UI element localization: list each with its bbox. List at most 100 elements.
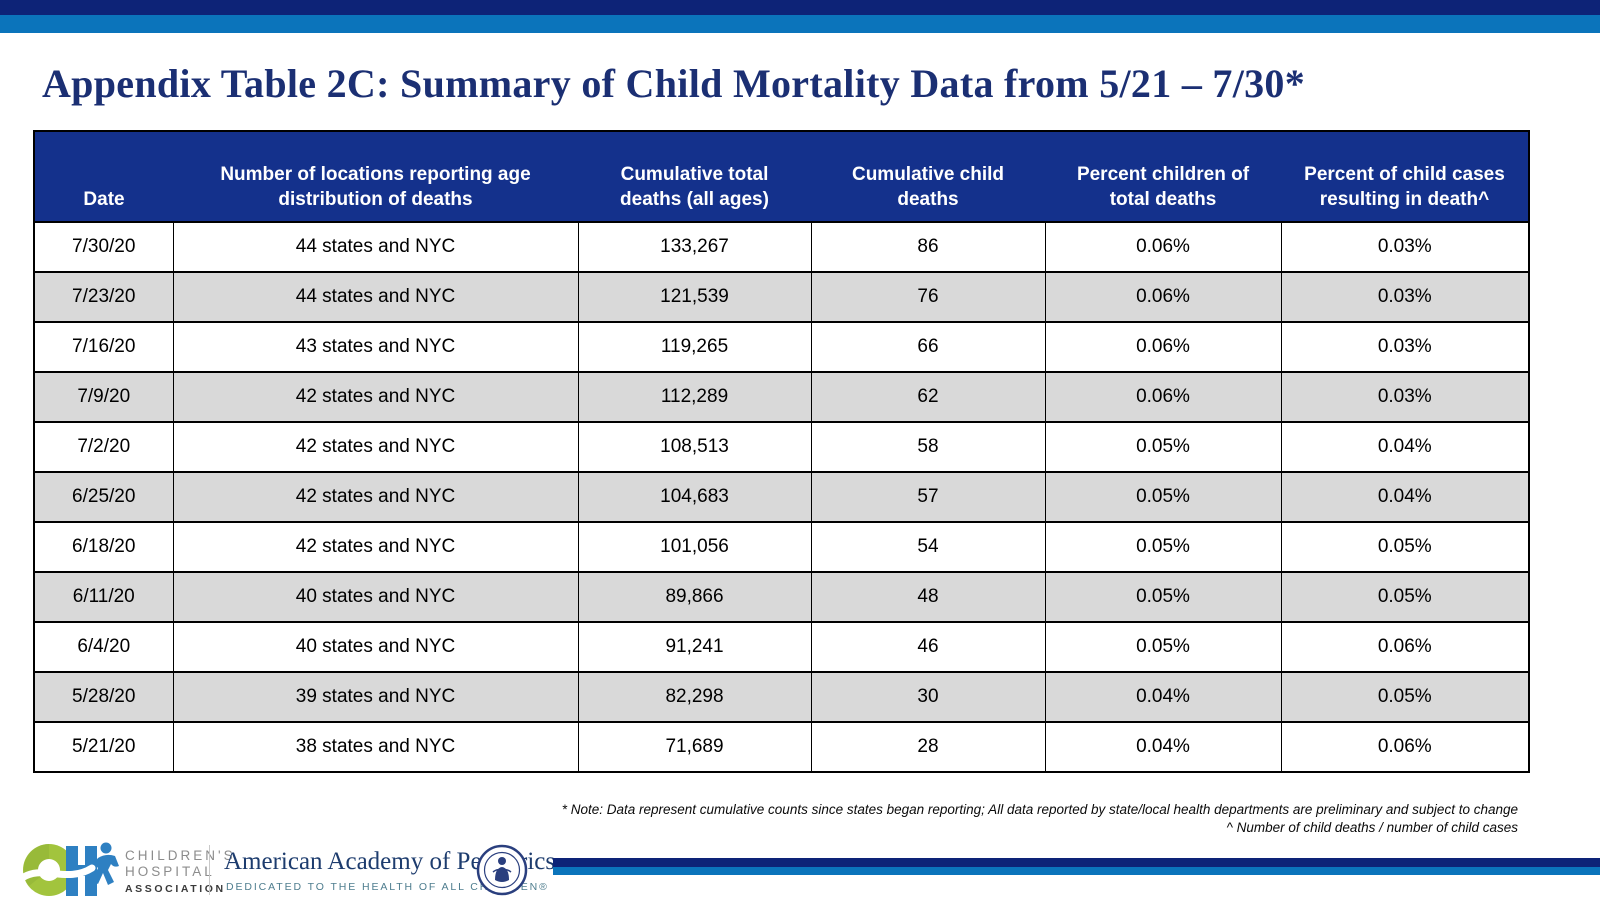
table-cell: 0.03% — [1280, 321, 1530, 373]
column-header-percent-cases: Percent of child cases resulting in deat… — [1281, 131, 1529, 222]
table-cell: 57 — [810, 471, 1046, 523]
table-row: 7/16/20 43 states and NYC 119,265 66 0.06% 0.… — [33, 321, 1530, 373]
table-cell: 46 — [810, 621, 1046, 673]
table-cell: 0.04% — [1280, 421, 1530, 473]
childrens-hospital-association-logo — [22, 842, 119, 896]
table-cell: 6/11/20 — [33, 571, 174, 623]
table-cell: 0.06% — [1044, 371, 1282, 423]
top-banner-blue-bar — [0, 15, 1600, 33]
table-cell: 0.06% — [1044, 221, 1282, 273]
table-row: 7/23/20 44 states and NYC 121,539 76 0.06% 0.… — [33, 271, 1530, 323]
table-cell: 0.06% — [1280, 621, 1530, 673]
table-cell: 62 — [810, 371, 1046, 423]
table-cell: 0.05% — [1044, 471, 1282, 523]
table-row: 5/21/20 38 states and NYC 71,689 28 0.04% 0.0… — [33, 721, 1530, 773]
table-cell: 0.05% — [1044, 521, 1282, 573]
table-cell: 0.03% — [1280, 371, 1530, 423]
table-cell: 0.03% — [1280, 221, 1530, 273]
footnote-cumulative-counts: * Note: Data represent cumulative counts… — [561, 802, 1518, 817]
table-cell: 28 — [810, 721, 1046, 773]
table-cell: 71,689 — [577, 721, 812, 773]
child-mortality-table: Date Number of locations reporting age d… — [33, 130, 1530, 773]
table-cell: 40 states and NYC — [172, 571, 579, 623]
table-cell: 39 states and NYC — [172, 671, 579, 723]
table-cell: 0.05% — [1044, 571, 1282, 623]
table-cell: 30 — [810, 671, 1046, 723]
table-cell: 112,289 — [577, 371, 812, 423]
page-title: Appendix Table 2C: Summary of Child Mort… — [42, 61, 1306, 106]
cha-wordmark: CHILDREN'S HOSPITAL ASSOCIATION — [125, 848, 236, 897]
table-cell: 42 states and NYC — [172, 471, 579, 523]
footnotes: * Note: Data represent cumulative counts… — [418, 801, 1518, 837]
cha-line-childrens: CHILDREN'S — [125, 848, 236, 863]
table-cell: 0.04% — [1044, 721, 1282, 773]
table-cell: 6/4/20 — [33, 621, 174, 673]
table-cell: 76 — [810, 271, 1046, 323]
table-cell: 119,265 — [577, 321, 812, 373]
table-cell: 89,866 — [577, 571, 812, 623]
table-cell: 42 states and NYC — [172, 521, 579, 573]
table-cell: 42 states and NYC — [172, 421, 579, 473]
table-row: 6/4/20 40 states and NYC 91,241 46 0.05% 0.06… — [33, 621, 1530, 673]
table-cell: 104,683 — [577, 471, 812, 523]
table-cell: 44 states and NYC — [172, 221, 579, 273]
table-cell: 82,298 — [577, 671, 812, 723]
table-cell: 0.05% — [1044, 421, 1282, 473]
column-header-date: Date — [34, 131, 173, 222]
table-cell: 7/9/20 — [33, 371, 174, 423]
table-cell: 43 states and NYC — [172, 321, 579, 373]
bottom-stripe-navy — [553, 858, 1600, 867]
table-row: 7/30/20 44 states and NYC 133,267 86 0.06% 0.… — [33, 221, 1530, 273]
table-cell: 121,539 — [577, 271, 812, 323]
cha-line-association: ASSOCIATION — [125, 883, 226, 895]
jumping-child-icon — [92, 842, 119, 885]
bottom-stripe-blue — [553, 867, 1600, 875]
table-row: 5/28/20 39 states and NYC 82,298 30 0.04% 0.0… — [33, 671, 1530, 723]
table-cell: 5/21/20 — [33, 721, 174, 773]
table-cell: 38 states and NYC — [172, 721, 579, 773]
table-row: 7/9/20 42 states and NYC 112,289 62 0.06% 0.0… — [33, 371, 1530, 423]
table-cell: 5/28/20 — [33, 671, 174, 723]
aap-tagline: DEDICATED TO THE HEALTH OF ALL CHILDREN® — [226, 881, 549, 893]
table-row: 6/11/20 40 states and NYC 89,866 48 0.05% 0.0… — [33, 571, 1530, 623]
table-cell: 6/18/20 — [33, 521, 174, 573]
table-cell: 0.06% — [1044, 271, 1282, 323]
footer-divider — [209, 845, 210, 895]
table-cell: 40 states and NYC — [172, 621, 579, 673]
table-cell: 0.03% — [1280, 271, 1530, 323]
table-cell: 101,056 — [577, 521, 812, 573]
table-cell: 0.05% — [1280, 671, 1530, 723]
table-header: Date Number of locations reporting age d… — [34, 131, 1529, 222]
column-header-locations: Number of locations reporting age distri… — [173, 131, 578, 222]
table-cell: 7/16/20 — [33, 321, 174, 373]
table-cell: 6/25/20 — [33, 471, 174, 523]
table-cell: 48 — [810, 571, 1046, 623]
top-banner-navy-bar — [0, 0, 1600, 15]
table-cell: 54 — [810, 521, 1046, 573]
table-cell: 0.05% — [1280, 571, 1530, 623]
table-cell: 0.06% — [1044, 321, 1282, 373]
column-header-percent-cases-label: Percent of child cases resulting in deat… — [1304, 164, 1505, 210]
table-cell: 108,513 — [577, 421, 812, 473]
table-cell: 42 states and NYC — [172, 371, 579, 423]
table-cell: 133,267 — [577, 221, 812, 273]
table-row: 6/25/20 42 states and NYC 104,683 57 0.05% 0.… — [33, 471, 1530, 523]
cha-line-hospital: HOSPITAL — [125, 864, 215, 879]
table-cell: 44 states and NYC — [172, 271, 579, 323]
aap-seal-icon — [476, 844, 528, 896]
table-cell: 0.04% — [1044, 671, 1282, 723]
table-cell: 66 — [810, 321, 1046, 373]
table-cell: 7/30/20 — [33, 221, 174, 273]
table-cell: 0.05% — [1044, 621, 1282, 673]
column-header-child-deaths: Cumulative child deaths — [811, 131, 1045, 222]
table-cell: 7/2/20 — [33, 421, 174, 473]
table-cell: 0.04% — [1280, 471, 1530, 523]
table-cell: 0.05% — [1280, 521, 1530, 573]
table-row: 7/2/20 42 states and NYC 108,513 58 0.05% 0.0… — [33, 421, 1530, 473]
column-header-percent-children: Percent children of total deaths — [1045, 131, 1281, 222]
table-cell: 58 — [810, 421, 1046, 473]
footnote-caret-definition: ^ Number of child deaths / number of chi… — [1226, 820, 1518, 835]
table-body: 7/30/20 44 states and NYC 133,267 86 0.06% 0.… — [33, 221, 1530, 773]
table-cell: 7/23/20 — [33, 271, 174, 323]
table-cell: 86 — [810, 221, 1046, 273]
